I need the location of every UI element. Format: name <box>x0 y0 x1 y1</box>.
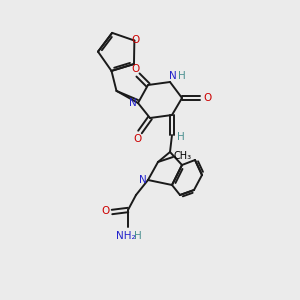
Text: O: O <box>101 206 109 216</box>
Text: N: N <box>139 175 147 185</box>
Text: O: O <box>131 34 140 44</box>
Text: O: O <box>203 93 211 103</box>
Text: NH₂: NH₂ <box>116 231 136 241</box>
Text: O: O <box>131 64 139 74</box>
Text: O: O <box>134 134 142 144</box>
Text: N: N <box>129 98 137 108</box>
Text: H: H <box>177 132 185 142</box>
Text: H: H <box>178 71 186 81</box>
Text: CH₃: CH₃ <box>174 151 192 161</box>
Text: H: H <box>134 231 142 241</box>
Text: N: N <box>169 71 177 81</box>
